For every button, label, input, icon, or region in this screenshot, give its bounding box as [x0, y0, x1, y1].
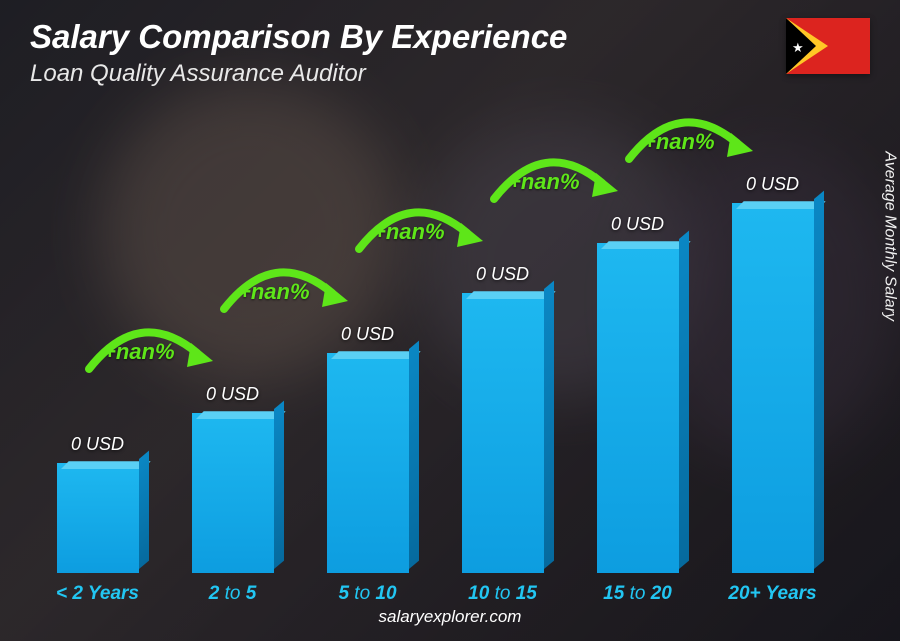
- delta-arrow-icon: [619, 101, 759, 181]
- bar: [327, 353, 409, 573]
- bar-label: 10 to 15: [468, 583, 537, 605]
- bar: [597, 243, 679, 573]
- page-subtitle: Loan Quality Assurance Auditor: [30, 60, 870, 88]
- bar-label: 15 to 20: [603, 583, 672, 605]
- bar-label: 2 to 5: [209, 583, 257, 605]
- bar-value: 0 USD: [341, 324, 394, 345]
- bar-group: 0 USD2 to 5+nan%: [165, 384, 300, 573]
- bar: [462, 293, 544, 573]
- bar-group: 0 USD< 2 Years: [30, 434, 165, 573]
- country-flag-icon: ★: [786, 18, 870, 74]
- footer-attribution: salaryexplorer.com: [0, 607, 900, 627]
- bar-value: 0 USD: [746, 174, 799, 195]
- bar-value: 0 USD: [611, 214, 664, 235]
- bar-group: 0 USD10 to 15+nan%: [435, 264, 570, 573]
- y-axis-label: Average Monthly Salary: [881, 151, 899, 321]
- delta-arrow-icon: [349, 191, 489, 271]
- delta-label: +nan%: [373, 219, 445, 245]
- delta-label: +nan%: [238, 279, 310, 305]
- bar-group: 0 USD15 to 20+nan%: [570, 214, 705, 573]
- delta-arrow-icon: [79, 311, 219, 391]
- bar: [57, 463, 139, 573]
- bar: [732, 203, 814, 573]
- bar-group: 0 USD5 to 10+nan%: [300, 324, 435, 573]
- delta-arrow-icon: [484, 141, 624, 221]
- page-title: Salary Comparison By Experience: [30, 18, 870, 56]
- bar: [192, 413, 274, 573]
- delta-arrow-icon: [214, 251, 354, 331]
- delta-label: +nan%: [508, 169, 580, 195]
- bar-label: 20+ Years: [728, 583, 816, 605]
- bar-label: 5 to 10: [338, 583, 396, 605]
- delta-label: +nan%: [643, 129, 715, 155]
- salary-bar-chart: 0 USD< 2 Years0 USD2 to 5+nan%0 USD5 to …: [30, 120, 840, 573]
- bar-group: 0 USD20+ Years+nan%: [705, 174, 840, 573]
- delta-label: +nan%: [103, 339, 175, 365]
- bar-label: < 2 Years: [56, 583, 139, 605]
- bar-value: 0 USD: [71, 434, 124, 455]
- header: Salary Comparison By Experience Loan Qua…: [30, 18, 870, 88]
- bar-value: 0 USD: [476, 264, 529, 285]
- bar-value: 0 USD: [206, 384, 259, 405]
